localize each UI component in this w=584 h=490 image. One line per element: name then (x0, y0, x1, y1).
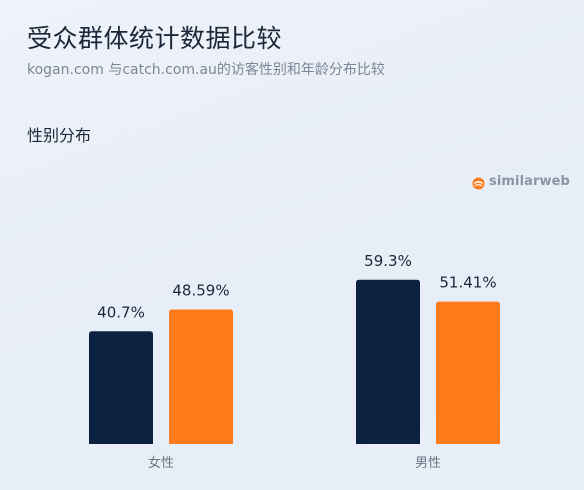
data-label: 59.3% (364, 252, 412, 270)
category-label: 男性 (415, 456, 441, 471)
bar-kogan-1[interactable] (356, 279, 420, 444)
similarweb-brand[interactable]: similarweb (472, 173, 570, 189)
bars-layer (89, 279, 500, 444)
data-label: 51.41% (439, 274, 496, 292)
bar-kogan-0[interactable] (89, 331, 153, 444)
bar-catch-1[interactable] (436, 301, 500, 444)
chart-section-title: 性别分布 (27, 126, 92, 145)
similarweb-logo-icon (472, 175, 485, 189)
similarweb-wordmark: similarweb (489, 173, 570, 189)
data-label: 40.7% (97, 303, 145, 321)
category-labels-layer: 女性 男性 (148, 455, 441, 471)
page-title: 受众群体统计数据比较 (27, 24, 283, 53)
value-labels-layer: 40.7% 48.59% 59.3% 51.41% (97, 252, 496, 322)
bar-catch-0[interactable] (169, 309, 233, 444)
page-subtitle: kogan.com 与catch.com.au的访客性别和年龄分布比较 (27, 62, 385, 78)
category-label: 女性 (148, 455, 174, 471)
data-label: 48.59% (172, 281, 229, 299)
